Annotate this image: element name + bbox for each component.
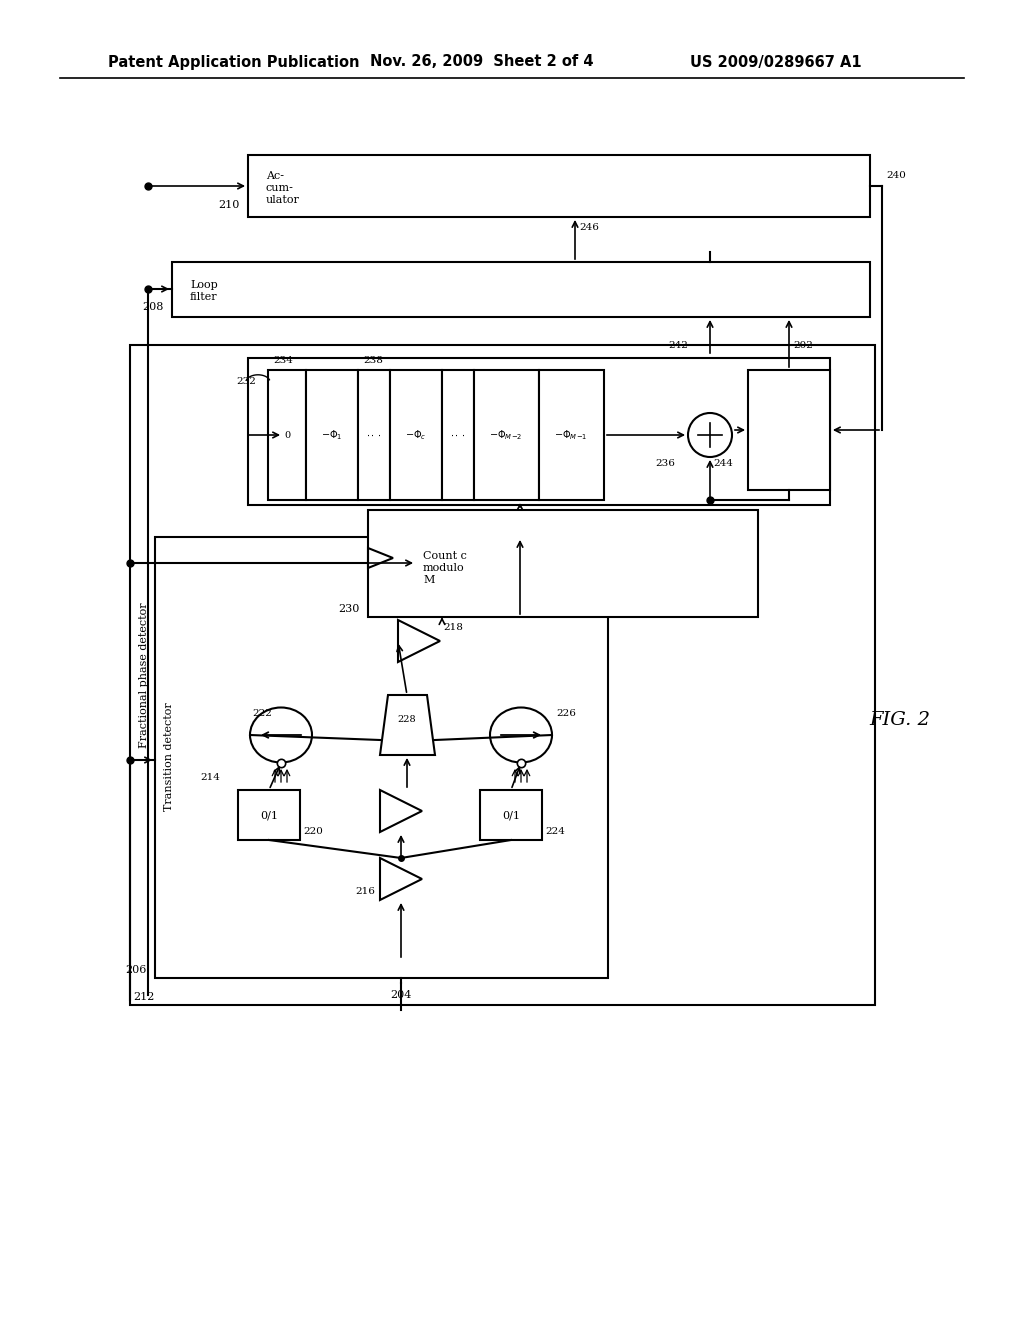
Text: 220: 220 (303, 828, 323, 837)
FancyBboxPatch shape (480, 789, 542, 840)
FancyBboxPatch shape (368, 510, 758, 616)
Text: 236: 236 (655, 458, 675, 467)
Text: 246: 246 (579, 223, 599, 232)
Text: Fractional phase detector: Fractional phase detector (139, 602, 150, 748)
Text: 216: 216 (355, 887, 375, 896)
Text: 214: 214 (200, 774, 220, 783)
Text: Loop
filter: Loop filter (190, 280, 218, 302)
FancyBboxPatch shape (248, 358, 830, 506)
Text: 202: 202 (793, 341, 813, 350)
Text: 228: 228 (397, 715, 417, 725)
Text: 0/1: 0/1 (260, 810, 278, 820)
Text: 240: 240 (886, 172, 906, 181)
Text: 208: 208 (142, 302, 164, 312)
Text: US 2009/0289667 A1: US 2009/0289667 A1 (690, 54, 861, 70)
Text: 226: 226 (556, 710, 575, 718)
Text: 204: 204 (390, 990, 412, 1001)
Text: 0: 0 (284, 430, 290, 440)
FancyBboxPatch shape (748, 370, 830, 490)
FancyBboxPatch shape (442, 370, 474, 500)
Text: 238: 238 (362, 356, 383, 366)
FancyBboxPatch shape (172, 261, 870, 317)
Text: Patent Application Publication: Patent Application Publication (108, 54, 359, 70)
Text: 218: 218 (443, 623, 463, 632)
FancyBboxPatch shape (539, 370, 604, 500)
FancyBboxPatch shape (268, 370, 306, 500)
FancyBboxPatch shape (474, 370, 539, 500)
FancyBboxPatch shape (155, 537, 608, 978)
Text: FIG. 2: FIG. 2 (869, 711, 931, 729)
Text: 230: 230 (339, 605, 360, 614)
Text: 210: 210 (219, 201, 240, 210)
Text: Count c
modulo
M: Count c modulo M (423, 552, 467, 585)
FancyBboxPatch shape (130, 345, 874, 1005)
Text: 0/1: 0/1 (502, 810, 520, 820)
Text: 206: 206 (126, 965, 147, 975)
FancyBboxPatch shape (248, 154, 870, 216)
FancyBboxPatch shape (306, 370, 358, 500)
Text: 222: 222 (252, 710, 272, 718)
FancyBboxPatch shape (390, 370, 442, 500)
FancyBboxPatch shape (358, 370, 390, 500)
Text: $-\Phi_c$: $-\Phi_c$ (406, 428, 427, 442)
Text: Transition detector: Transition detector (164, 702, 174, 812)
Text: 212: 212 (133, 993, 155, 1002)
FancyBboxPatch shape (238, 789, 300, 840)
Text: 244: 244 (713, 458, 733, 467)
Text: 242: 242 (668, 341, 688, 350)
Text: Ac-
cum-
ulator: Ac- cum- ulator (266, 172, 300, 205)
Text: 232: 232 (237, 378, 256, 387)
Text: $\cdot\cdot\cdot$: $\cdot\cdot\cdot$ (451, 430, 466, 440)
Text: $-\Phi_{M\!-\!1}$: $-\Phi_{M\!-\!1}$ (554, 428, 588, 442)
Text: 234: 234 (273, 356, 293, 366)
Text: 224: 224 (545, 828, 565, 837)
Text: $\cdot\cdot\cdot$: $\cdot\cdot\cdot$ (366, 430, 382, 440)
Text: $-\Phi_{M\!-\!2}$: $-\Phi_{M\!-\!2}$ (489, 428, 523, 442)
Text: Nov. 26, 2009  Sheet 2 of 4: Nov. 26, 2009 Sheet 2 of 4 (370, 54, 594, 70)
Text: $-\Phi_1$: $-\Phi_1$ (322, 428, 343, 442)
